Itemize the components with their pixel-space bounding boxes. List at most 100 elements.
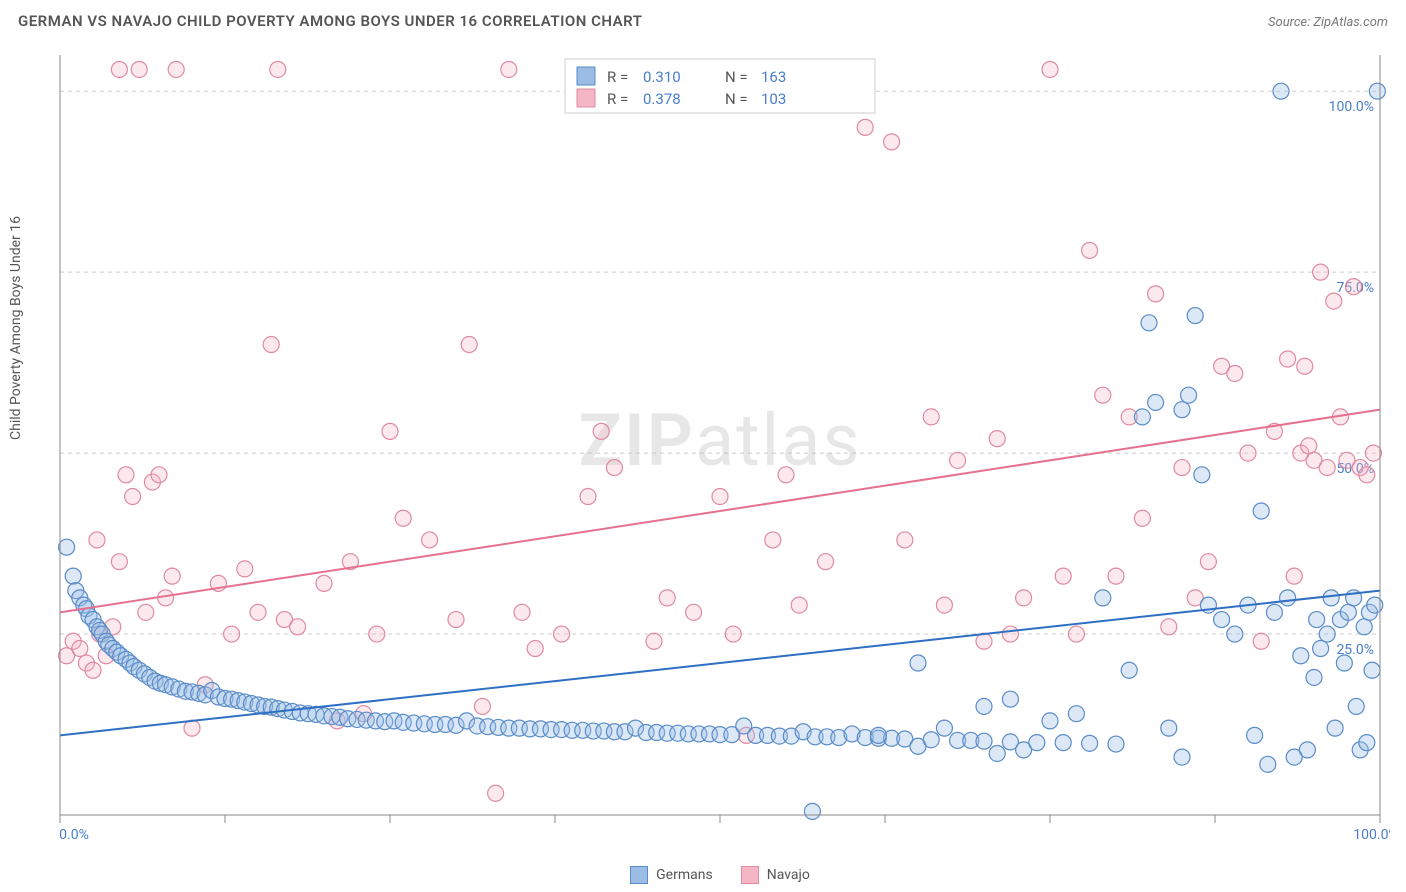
legend-swatch-navajo (741, 866, 759, 884)
source-attribution: Source: ZipAtlas.com (1268, 15, 1388, 30)
scatter-point-germans (1174, 749, 1190, 765)
scatter-point-navajo (461, 337, 477, 353)
scatter-point-germans (1253, 503, 1269, 519)
scatter-point-navajo (85, 662, 101, 678)
scatter-point-germans (923, 732, 939, 748)
scatter-point-navajo (1286, 568, 1302, 584)
scatter-point-germans (1082, 735, 1098, 751)
scatter-point-germans (1174, 402, 1190, 418)
scatter-point-navajo (151, 467, 167, 483)
scatter-point-germans (1273, 83, 1289, 99)
scatter-point-navajo (448, 612, 464, 628)
scatter-point-navajo (1082, 242, 1098, 258)
scatter-point-navajo (184, 720, 200, 736)
scatter-point-germans (1187, 308, 1203, 324)
scatter-point-germans (1161, 720, 1177, 736)
scatter-point-navajo (593, 423, 609, 439)
scatter-point-germans (976, 698, 992, 714)
scatter-point-germans (1336, 655, 1352, 671)
scatter-point-navajo (818, 554, 834, 570)
scatter-point-navajo (1200, 554, 1216, 570)
scatter-point-navajo (686, 604, 702, 620)
scatter-point-navajo (514, 604, 530, 620)
svg-text:100.0%: 100.0% (1353, 827, 1390, 843)
scatter-point-navajo (168, 61, 184, 77)
scatter-point-navajo (250, 604, 266, 620)
scatter-point-germans (910, 655, 926, 671)
scatter-point-navajo (976, 633, 992, 649)
scatter-point-germans (1227, 626, 1243, 642)
scatter-point-germans (1194, 467, 1210, 483)
scatter-point-germans (1299, 742, 1315, 758)
scatter-point-navajo (89, 532, 105, 548)
scatter-point-germans (870, 727, 886, 743)
scatter-point-navajo (263, 337, 279, 353)
scatter-point-navajo (1016, 590, 1032, 606)
scatter-point-navajo (125, 489, 141, 505)
scatter-point-germans (1260, 756, 1276, 772)
scatter-point-navajo (224, 626, 240, 642)
scatter-point-navajo (989, 431, 1005, 447)
scatter-chart: 25.0%50.0%75.0%100.0%ZIPatlas0.0%100.0%R… (50, 45, 1390, 845)
scatter-point-germans (65, 568, 81, 584)
scatter-point-germans (1029, 735, 1045, 751)
scatter-point-germans (1340, 604, 1356, 620)
scatter-point-navajo (1108, 568, 1124, 584)
scatter-point-germans (1293, 648, 1309, 664)
scatter-point-navajo (111, 61, 127, 77)
legend-label: Germans (656, 867, 713, 883)
scatter-point-navajo (1068, 626, 1084, 642)
scatter-point-navajo (270, 61, 286, 77)
scatter-point-navajo (1326, 293, 1342, 309)
scatter-point-navajo (527, 641, 543, 657)
scatter-point-germans (1247, 727, 1263, 743)
scatter-point-navajo (1313, 264, 1329, 280)
scatter-point-germans (1364, 662, 1380, 678)
scatter-point-navajo (897, 532, 913, 548)
scatter-point-germans (1356, 619, 1372, 635)
scatter-point-navajo (488, 785, 504, 801)
legend: Germans Navajo (50, 866, 1390, 884)
scatter-point-navajo (1174, 460, 1190, 476)
scatter-point-germans (1323, 590, 1339, 606)
scatter-point-navajo (791, 597, 807, 613)
scatter-point-navajo (1319, 460, 1335, 476)
scatter-point-navajo (395, 510, 411, 526)
scatter-point-germans (59, 539, 75, 555)
scatter-point-germans (804, 803, 820, 819)
scatter-point-navajo (1365, 445, 1381, 461)
scatter-point-germans (989, 745, 1005, 761)
scatter-point-navajo (580, 489, 596, 505)
scatter-point-navajo (884, 134, 900, 150)
scatter-point-navajo (606, 460, 622, 476)
scatter-point-navajo (1227, 365, 1243, 381)
scatter-point-navajo (1240, 445, 1256, 461)
scatter-point-navajo (118, 467, 134, 483)
scatter-point-navajo (1359, 467, 1375, 483)
scatter-point-germans (976, 733, 992, 749)
scatter-point-navajo (501, 61, 517, 77)
scatter-point-navajo (290, 619, 306, 635)
legend-item-germans: Germans (630, 866, 713, 884)
svg-text:103: 103 (761, 90, 786, 108)
svg-text:N =: N = (725, 68, 748, 86)
scatter-point-navajo (950, 452, 966, 468)
scatter-point-navajo (72, 641, 88, 657)
scatter-point-germans (1108, 736, 1124, 752)
scatter-point-navajo (857, 119, 873, 135)
scatter-point-navajo (1134, 510, 1150, 526)
scatter-point-navajo (1148, 286, 1164, 302)
scatter-point-navajo (778, 467, 794, 483)
svg-text:163: 163 (761, 68, 786, 86)
scatter-point-germans (1306, 669, 1322, 685)
scatter-point-navajo (712, 489, 728, 505)
scatter-point-navajo (474, 698, 490, 714)
svg-text:100.0%: 100.0% (1329, 99, 1374, 115)
scatter-point-navajo (111, 554, 127, 570)
scatter-point-navajo (659, 590, 675, 606)
scatter-point-germans (1319, 626, 1335, 642)
scatter-point-navajo (923, 409, 939, 425)
scatter-point-navajo (725, 626, 741, 642)
scatter-point-navajo (1297, 358, 1313, 374)
scatter-point-germans (1214, 612, 1230, 628)
